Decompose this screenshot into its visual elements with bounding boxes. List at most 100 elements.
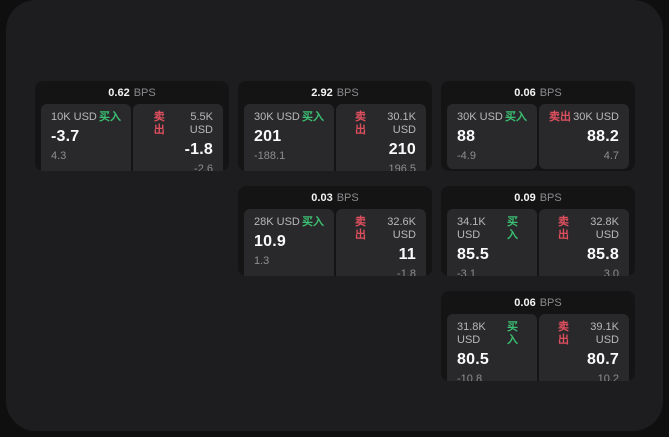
sell-panel[interactable]: 卖出 30K USD 88.2 4.7 bbox=[539, 104, 629, 169]
buy-price: 10.9 bbox=[254, 233, 286, 250]
sell-panel[interactable]: 卖出 32.6K USD 11 -1.8 bbox=[336, 209, 426, 276]
bps-value: 2.92 bbox=[311, 86, 333, 99]
buy-amount: 30K USD bbox=[457, 111, 503, 123]
bps-unit-label: BPS bbox=[539, 191, 562, 204]
buy-panel[interactable]: 30K USD 买入 201 -188.1 bbox=[244, 104, 334, 171]
buy-price: 85.5 bbox=[457, 246, 489, 263]
sell-amount: 39.1K USD bbox=[590, 321, 619, 346]
sell-tag: 卖出 bbox=[354, 111, 366, 136]
quote-cards-grid: 0.62 BPS 10K USD 买入 -3.7 4.3 卖出 5.5K USD bbox=[35, 81, 635, 381]
sell-panel-top: 卖出 30K USD bbox=[549, 111, 619, 124]
sell-price: 80.7 bbox=[587, 351, 619, 368]
sell-amount: 30K USD bbox=[573, 111, 619, 123]
sell-panel[interactable]: 卖出 30.1K USD 210 196.5 bbox=[336, 104, 426, 171]
quote-card[interactable]: 0.09 BPS 34.1K USD 买入 85.5 -3.1 卖出 32.8K… bbox=[441, 186, 635, 276]
bps-unit-label: BPS bbox=[539, 296, 562, 309]
buy-panel-top: 10K USD 买入 bbox=[51, 111, 121, 124]
sell-tag: 卖出 bbox=[153, 111, 165, 136]
card-header: 2.92 BPS bbox=[238, 81, 432, 104]
buy-delta: -4.9 bbox=[457, 150, 476, 162]
buy-tag: 买入 bbox=[302, 216, 324, 228]
quote-card[interactable]: 2.92 BPS 30K USD 买入 201 -188.1 卖出 30.1K … bbox=[238, 81, 432, 171]
buy-panel[interactable]: 28K USD 买入 10.9 1.3 bbox=[244, 209, 334, 276]
sell-tag: 卖出 bbox=[549, 111, 571, 123]
buy-panel[interactable]: 31.8K USD 买入 80.5 -10.8 bbox=[447, 314, 537, 381]
panels: 28K USD 买入 10.9 1.3 卖出 32.6K USD 11 -1.8 bbox=[238, 209, 432, 276]
bps-value: 0.09 bbox=[514, 191, 536, 204]
card-header: 0.03 BPS bbox=[238, 186, 432, 209]
quote-card[interactable]: 0.06 BPS 31.8K USD 买入 80.5 -10.8 卖出 39.1… bbox=[441, 291, 635, 381]
bps-value: 0.62 bbox=[108, 86, 130, 99]
panels: 10K USD 买入 -3.7 4.3 卖出 5.5K USD -1.8 -2.… bbox=[35, 104, 229, 171]
buy-amount: 28K USD bbox=[254, 216, 300, 228]
sell-panel-top: 卖出 32.8K USD bbox=[549, 216, 619, 242]
buy-price: 80.5 bbox=[457, 351, 489, 368]
sell-tag: 卖出 bbox=[557, 216, 569, 241]
buy-tag: 买入 bbox=[99, 111, 121, 123]
bps-unit-label: BPS bbox=[133, 86, 156, 99]
sell-panel[interactable]: 卖出 5.5K USD -1.8 -2.6 bbox=[133, 104, 223, 171]
panels: 34.1K USD 买入 85.5 -3.1 卖出 32.8K USD 85.8… bbox=[441, 209, 635, 276]
sell-delta: 10.2 bbox=[597, 373, 619, 381]
bps-value: 0.03 bbox=[311, 191, 333, 204]
sell-price: 11 bbox=[398, 246, 416, 263]
sell-panel-top: 卖出 30.1K USD bbox=[346, 111, 416, 137]
buy-tag: 买入 bbox=[505, 111, 527, 123]
sell-panel[interactable]: 卖出 39.1K USD 80.7 10.2 bbox=[539, 314, 629, 381]
quote-card[interactable]: 0.62 BPS 10K USD 买入 -3.7 4.3 卖出 5.5K USD bbox=[35, 81, 229, 171]
sell-amount: 32.6K USD bbox=[387, 216, 416, 241]
buy-panel-top: 30K USD 买入 bbox=[457, 111, 527, 124]
sell-delta: 3.0 bbox=[603, 268, 619, 276]
sell-panel[interactable]: 卖出 32.8K USD 85.8 3.0 bbox=[539, 209, 629, 276]
sell-panel-top: 卖出 32.6K USD bbox=[346, 216, 416, 242]
buy-amount: 34.1K USD bbox=[457, 216, 486, 241]
sell-amount: 30.1K USD bbox=[387, 111, 416, 136]
buy-amount: 31.8K USD bbox=[457, 321, 486, 346]
quote-card[interactable]: 0.03 BPS 28K USD 买入 10.9 1.3 卖出 32.6K US… bbox=[238, 186, 432, 276]
buy-panel-top: 30K USD 买入 bbox=[254, 111, 324, 124]
buy-amount: 30K USD bbox=[254, 111, 300, 123]
sell-price: 85.8 bbox=[587, 246, 619, 263]
buy-price: 201 bbox=[254, 128, 282, 145]
buy-delta: -188.1 bbox=[254, 150, 286, 162]
panels: 30K USD 买入 201 -188.1 卖出 30.1K USD 210 1… bbox=[238, 104, 432, 171]
card-header: 0.06 BPS bbox=[441, 81, 635, 104]
sell-tag: 卖出 bbox=[557, 321, 569, 346]
app-window: 0.62 BPS 10K USD 买入 -3.7 4.3 卖出 5.5K USD bbox=[6, 0, 663, 431]
buy-panel-top: 28K USD 买入 bbox=[254, 216, 324, 229]
buy-tag: 买入 bbox=[507, 216, 519, 241]
sell-delta: 196.5 bbox=[388, 163, 416, 171]
card-header: 0.06 BPS bbox=[441, 291, 635, 314]
buy-delta: 4.3 bbox=[51, 150, 67, 162]
buy-panel[interactable]: 34.1K USD 买入 85.5 -3.1 bbox=[447, 209, 537, 276]
sell-delta: 4.7 bbox=[603, 150, 619, 162]
sell-price: -1.8 bbox=[184, 141, 213, 158]
buy-delta: -10.8 bbox=[457, 373, 483, 381]
sell-price: 210 bbox=[388, 141, 416, 158]
quote-card[interactable]: 0.06 BPS 30K USD 买入 88 -4.9 卖出 30K USD bbox=[441, 81, 635, 171]
panels: 30K USD 买入 88 -4.9 卖出 30K USD 88.2 4.7 bbox=[441, 104, 635, 171]
sell-delta: -2.6 bbox=[194, 163, 213, 171]
buy-tag: 买入 bbox=[507, 321, 519, 346]
buy-panel-top: 34.1K USD 买入 bbox=[457, 216, 527, 242]
bps-unit-label: BPS bbox=[539, 86, 562, 99]
card-header: 0.62 BPS bbox=[35, 81, 229, 104]
sell-price: 88.2 bbox=[587, 128, 619, 145]
sell-panel-top: 卖出 39.1K USD bbox=[549, 321, 619, 347]
bps-unit-label: BPS bbox=[336, 86, 359, 99]
buy-panel[interactable]: 10K USD 买入 -3.7 4.3 bbox=[41, 104, 131, 171]
buy-price: -3.7 bbox=[51, 128, 80, 145]
card-header: 0.09 BPS bbox=[441, 186, 635, 209]
buy-price: 88 bbox=[457, 128, 476, 145]
panels: 31.8K USD 买入 80.5 -10.8 卖出 39.1K USD 80.… bbox=[441, 314, 635, 381]
bps-value: 0.06 bbox=[514, 86, 536, 99]
buy-tag: 买入 bbox=[302, 111, 324, 123]
sell-delta: -1.8 bbox=[397, 268, 416, 276]
bps-unit-label: BPS bbox=[336, 191, 359, 204]
buy-panel-top: 31.8K USD 买入 bbox=[457, 321, 527, 347]
sell-amount: 5.5K USD bbox=[189, 111, 213, 136]
sell-tag: 卖出 bbox=[354, 216, 366, 241]
buy-delta: 1.3 bbox=[254, 255, 270, 267]
buy-panel[interactable]: 30K USD 买入 88 -4.9 bbox=[447, 104, 537, 169]
buy-delta: -3.1 bbox=[457, 268, 476, 276]
